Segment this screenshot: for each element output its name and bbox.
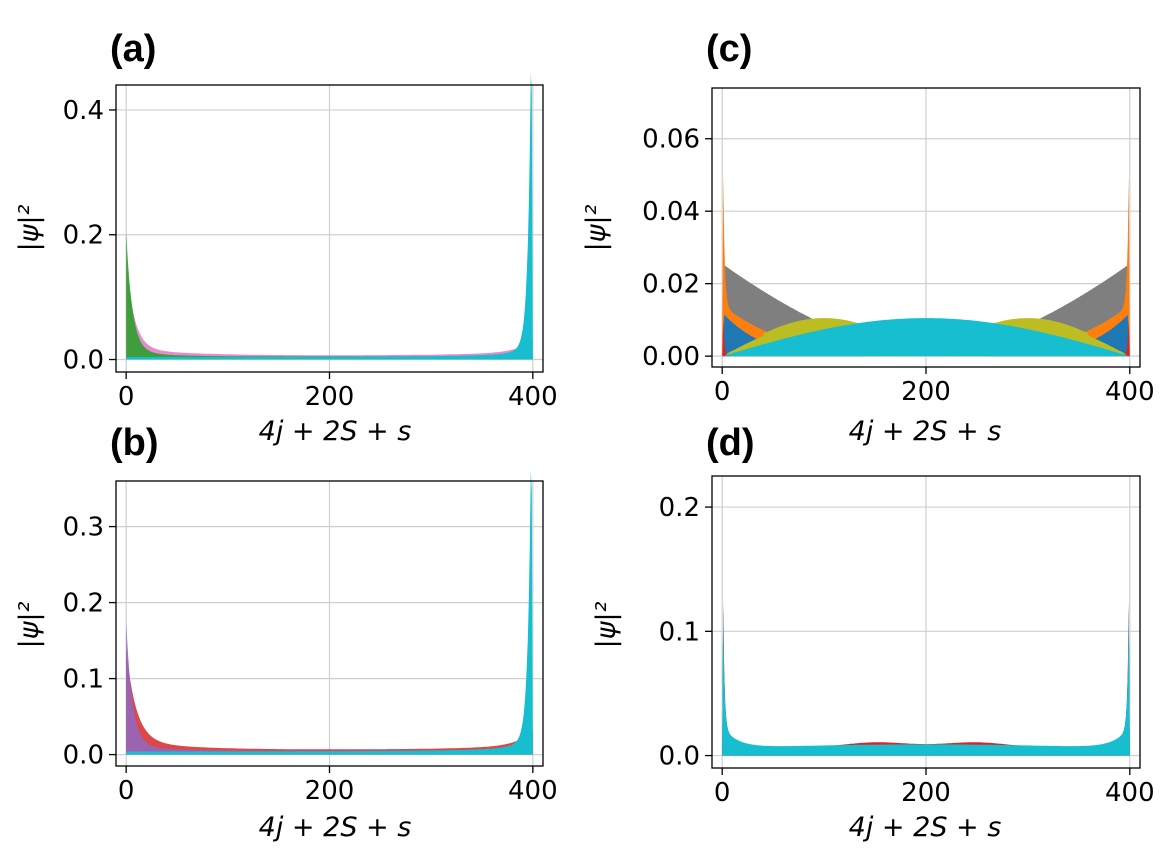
- y-tick-label: 0.00: [642, 342, 700, 372]
- x-tick-label: 200: [305, 776, 355, 806]
- panel-label-c: (c): [706, 28, 753, 70]
- panel-a-plot: 0 200 400 0.0 0.2 0.4 4j + 2S + s |ψ|²: [14, 73, 558, 447]
- x-axis-label: 4j + 2S + s: [259, 416, 412, 447]
- x-axis-label: 4j + 2S + s: [849, 812, 1002, 843]
- series-cyan-area: [722, 318, 1130, 357]
- x-axis-label: 4j + 2S + s: [259, 812, 412, 843]
- y-tick-label: 0.0: [63, 346, 104, 376]
- panel-label-a: (a): [110, 28, 157, 70]
- y-axis-label: |ψ|²: [14, 204, 45, 251]
- x-tick-label: 0: [118, 776, 135, 806]
- y-axis-label: |ψ|²: [581, 204, 612, 251]
- y-tick-label: 0.2: [63, 221, 104, 251]
- x-tick-label: 400: [508, 776, 558, 806]
- x-tick-label: 400: [508, 382, 558, 412]
- y-axis-label: |ψ|²: [14, 601, 45, 648]
- x-tick-label: 400: [1105, 377, 1155, 407]
- y-tick-label: 0.0: [659, 742, 700, 772]
- y-tick-label: 0.1: [659, 617, 700, 647]
- panel-label-d: (d): [706, 422, 755, 464]
- y-tick-label: 0.2: [659, 493, 700, 523]
- panel-c-plot: 0 200 400 0.00 0.02 0.04 0.06 4j + 2S + s |ψ|²: [581, 87, 1155, 447]
- y-tick-label: 0.3: [63, 513, 104, 543]
- x-tick-label: 400: [1105, 778, 1155, 808]
- x-tick-label: 200: [901, 778, 951, 808]
- x-tick-label: 0: [714, 778, 731, 808]
- y-tick-label: 0.0: [63, 741, 104, 771]
- panel-label-b: (b): [110, 422, 159, 464]
- y-tick-label: 0.02: [642, 270, 700, 300]
- y-tick-label: 0.04: [642, 197, 700, 227]
- x-tick-label: 0: [714, 377, 731, 407]
- x-tick-label: 200: [901, 377, 951, 407]
- y-tick-label: 0.4: [63, 96, 104, 126]
- x-tick-label: 200: [305, 382, 355, 412]
- series-bulk-area: [126, 649, 533, 755]
- y-tick-label: 0.06: [642, 125, 700, 155]
- panel-b-plot: 0 200 400 0.0 0.1 0.2 0.3 4j + 2S + s |ψ|²: [14, 470, 558, 843]
- y-tick-label: 0.1: [63, 665, 104, 695]
- y-axis-label: |ψ|²: [591, 601, 622, 648]
- y-tick-label: 0.2: [63, 589, 104, 619]
- x-tick-label: 0: [118, 382, 135, 412]
- panel-d-plot: 0 200 400 0.0 0.1 0.2 4j + 2S + s |ψ|²: [591, 475, 1155, 843]
- x-axis-label: 4j + 2S + s: [849, 416, 1002, 447]
